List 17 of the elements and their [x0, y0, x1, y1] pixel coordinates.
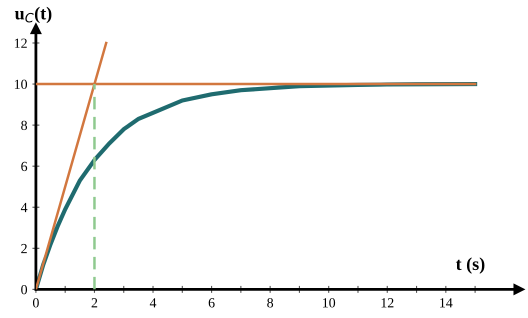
y-tick-label: 2	[21, 244, 27, 254]
y-axis-title: u$_{C}$(t)	[14, 6, 52, 24]
y-tick-label: 4	[20, 202, 28, 212]
y-tick-label: 8	[21, 120, 28, 130]
x-tick-label: 4	[150, 298, 156, 308]
x-tick-label: 10	[322, 298, 336, 308]
y-tick-label: 6	[21, 162, 28, 172]
x-tick-label: 2	[92, 298, 98, 308]
y-tick-label: 12	[14, 38, 27, 48]
x-tick-label: 8	[267, 298, 274, 308]
y-tick-label: 10	[14, 80, 28, 90]
x-tick-label: 12	[382, 298, 394, 308]
x-axis-title: t (s)	[456, 257, 484, 274]
x-tick-label: 0	[32, 298, 39, 308]
x-tick-label: 6	[208, 298, 215, 308]
y-tick-label: 0	[21, 284, 28, 294]
x-tick-label: 14	[440, 298, 453, 308]
